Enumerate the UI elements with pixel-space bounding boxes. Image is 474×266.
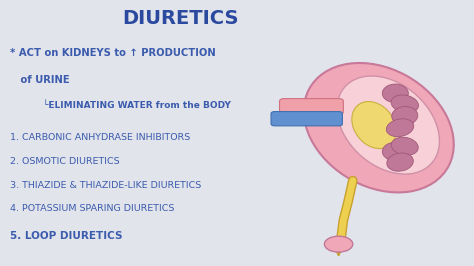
Text: 4. POTASSIUM SPARING DIURETICS: 4. POTASSIUM SPARING DIURETICS xyxy=(10,205,174,213)
Text: └ELIMINATING WATER from the BODY: └ELIMINATING WATER from the BODY xyxy=(43,101,231,110)
FancyBboxPatch shape xyxy=(280,99,343,114)
FancyBboxPatch shape xyxy=(271,111,342,126)
Ellipse shape xyxy=(387,153,413,171)
Ellipse shape xyxy=(383,142,408,161)
Text: * ACT on KIDNEYS to ↑ PRODUCTION: * ACT on KIDNEYS to ↑ PRODUCTION xyxy=(10,48,216,58)
Ellipse shape xyxy=(304,63,454,192)
Text: 1. CARBONIC ANHYDRASE INHIBITORS: 1. CARBONIC ANHYDRASE INHIBITORS xyxy=(10,133,191,142)
Ellipse shape xyxy=(392,107,418,125)
Text: 2. OSMOTIC DIURETICS: 2. OSMOTIC DIURETICS xyxy=(10,157,120,166)
Ellipse shape xyxy=(352,102,396,149)
Ellipse shape xyxy=(386,119,414,137)
Text: DIURETICS: DIURETICS xyxy=(122,9,238,28)
Ellipse shape xyxy=(391,95,419,113)
Text: 3. THIAZIDE & THIAZIDE-LIKE DIURETICS: 3. THIAZIDE & THIAZIDE-LIKE DIURETICS xyxy=(10,181,201,190)
Ellipse shape xyxy=(392,137,418,155)
Text: of URINE: of URINE xyxy=(10,75,70,85)
Ellipse shape xyxy=(383,84,408,103)
Text: 5. LOOP DIURETICS: 5. LOOP DIURETICS xyxy=(10,231,123,241)
Ellipse shape xyxy=(337,76,439,174)
Ellipse shape xyxy=(324,236,353,252)
